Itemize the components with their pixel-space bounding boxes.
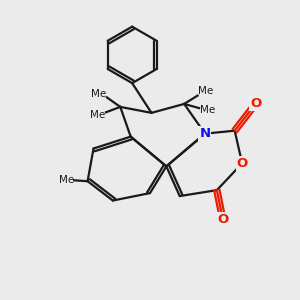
Text: Me: Me — [198, 86, 213, 96]
Text: Me: Me — [200, 106, 216, 116]
Text: O: O — [250, 98, 261, 110]
Text: O: O — [236, 157, 248, 170]
Text: Me: Me — [58, 175, 74, 185]
Text: Me: Me — [90, 110, 106, 120]
Text: O: O — [217, 213, 228, 226]
Text: Me: Me — [91, 88, 106, 98]
Text: N: N — [200, 127, 211, 140]
